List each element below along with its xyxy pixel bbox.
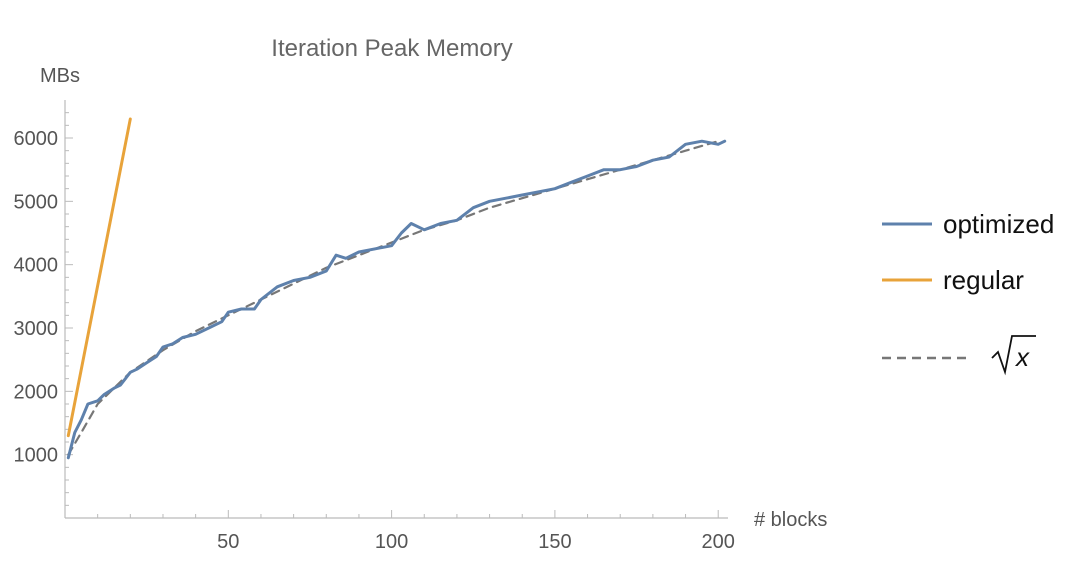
y-tick-label: 4000 — [14, 255, 59, 277]
x-tick-label: 200 — [702, 531, 735, 553]
legend-label-optimized: optimized — [943, 209, 1054, 239]
ticks: 50 100 150 200 1000 2000 3000 4000 5000 6000 — [14, 112, 735, 553]
y-tick-label: 1000 — [14, 445, 59, 467]
legend-label-regular: regular — [943, 265, 1024, 295]
y-tick-label: 2000 — [14, 381, 59, 403]
series-layer — [66, 117, 727, 460]
legend: optimized regular x — [882, 209, 1054, 376]
x-tick-label: 100 — [375, 531, 408, 553]
y-tick-label: 6000 — [14, 128, 59, 150]
x-axis-label: # blocks — [754, 509, 827, 531]
y-tick-label: 5000 — [14, 191, 59, 213]
x-tick-label: 150 — [538, 531, 571, 553]
legend-label-sqrt-x: x — [991, 335, 1036, 376]
chart-title: Iteration Peak Memory — [271, 35, 512, 62]
series-line-optimized — [66, 139, 727, 460]
y-tick-label: 3000 — [14, 318, 59, 340]
series-line-regular — [66, 117, 132, 438]
legend-label-x: x — [1014, 342, 1030, 372]
x-tick-label: 50 — [217, 531, 239, 553]
axes — [64, 100, 728, 519]
y-axis-label: MBs — [40, 65, 80, 87]
series-line-sqrt-x — [67, 140, 720, 456]
radical-sign — [991, 335, 1036, 376]
